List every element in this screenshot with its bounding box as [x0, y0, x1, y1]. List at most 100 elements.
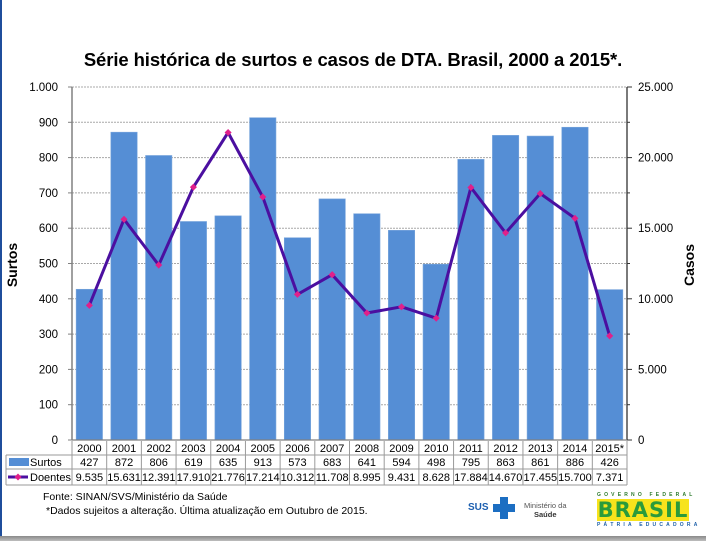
table-surtos-2006: 573 — [288, 457, 306, 469]
table-doentes-2010: 8.628 — [422, 472, 450, 484]
table-surtos-2003: 619 — [184, 457, 202, 469]
table-year-2011: 2011 — [459, 443, 483, 455]
bar-2010 — [422, 263, 450, 441]
table-surtos-2009: 594 — [392, 457, 410, 469]
bar-2012 — [492, 135, 520, 441]
table-year-2007: 2007 — [320, 443, 344, 455]
table-year-2006: 2006 — [285, 443, 309, 455]
table-doentes-2002: 12.391 — [142, 472, 176, 484]
table-year-2004: 2004 — [216, 443, 240, 455]
doentes-marker-2008 — [363, 309, 371, 317]
chart-title: Série histórica de surtos e casos de DTA… — [83, 49, 623, 70]
table-surtos-2014: 886 — [566, 457, 584, 469]
table-surtos-2004: 635 — [219, 457, 237, 469]
doentes-marker-2002 — [155, 261, 163, 269]
table-year-2000: 2000 — [77, 443, 101, 455]
table-surtos-2015*: 426 — [600, 457, 618, 469]
table-year-2005: 2005 — [251, 443, 275, 455]
doentes-marker-2005 — [259, 193, 267, 201]
doentes-marker-2003 — [189, 183, 197, 191]
update-note: *Dados sujeitos a alteração. Última atua… — [46, 505, 368, 517]
right-axis-ticks: 0 5.000 10.000 15.000 20.000 25.000 — [627, 82, 673, 447]
table-doentes-2005: 17.214 — [246, 472, 280, 484]
table-doentes-2015*: 7.371 — [596, 472, 624, 484]
logos: SUS Ministério da Saúde GOVERNO FEDERAL … — [462, 492, 701, 532]
bar-2000 — [75, 288, 103, 441]
doentes-marker-2010 — [432, 314, 440, 322]
table-doentes-2000: 9.535 — [76, 472, 104, 484]
table-surtos-2012: 863 — [496, 457, 514, 469]
right-tick-label: 20.000 — [638, 153, 673, 165]
left-tick-label: 100 — [39, 400, 58, 412]
bar-2009 — [388, 230, 416, 441]
table-year-2010: 2010 — [424, 443, 448, 455]
doentes-marker-2000 — [85, 301, 93, 309]
bar-2007 — [318, 198, 346, 441]
ministerio-logo: Ministério da Saúde — [524, 501, 567, 519]
gov-top-text: GOVERNO FEDERAL — [597, 492, 696, 498]
table-year-2003: 2003 — [181, 443, 205, 455]
data-table: Surtos Doentes 2000 427 9.535 2001 872 15.631 20… — [5, 441, 628, 486]
right-tick-label: 0 — [638, 435, 644, 447]
right-axis-title: Casos — [681, 244, 697, 286]
table-doentes-2011: 17.884 — [454, 472, 488, 484]
sus-logo-text: SUS — [468, 502, 489, 513]
doentes-marker-2011 — [467, 183, 475, 192]
governo-federal-logo: GOVERNO FEDERAL BRASIL PÁTRIA EDUCADORA — [597, 492, 701, 528]
table-year-2013: 2013 — [528, 443, 552, 455]
table-year-2012: 2012 — [493, 443, 517, 455]
legend-surtos-swatch — [9, 458, 29, 466]
left-tick-label: 1.000 — [29, 82, 58, 94]
bar-2005 — [249, 117, 277, 441]
right-tick-label: 25.000 — [638, 82, 673, 94]
doentes-marker-2009 — [397, 303, 406, 311]
page-left-border — [0, 0, 2, 536]
left-axis-title: Surtos — [4, 243, 20, 288]
table-surtos-2008: 641 — [358, 457, 376, 469]
table-doentes-2013: 17.455 — [523, 472, 557, 484]
bar-2013 — [526, 135, 554, 441]
page-bottom-shadow — [0, 536, 706, 541]
table-year-2008: 2008 — [355, 443, 379, 455]
right-tick-label: 15.000 — [638, 223, 673, 235]
left-tick-label: 200 — [39, 364, 58, 376]
table-doentes-2009: 9.431 — [388, 472, 416, 484]
left-axis-ticks: 0 100 200 300 400 500 600 700 800 900 1.000 — [29, 82, 72, 447]
doentes-marker-2004 — [224, 128, 232, 137]
right-tick-label: 10.000 — [638, 294, 673, 306]
doentes-marker-2001 — [120, 215, 128, 223]
left-tick-label: 800 — [39, 153, 58, 165]
table-doentes-2003: 17.910 — [177, 472, 211, 484]
table-doentes-2001: 15.631 — [107, 472, 141, 484]
right-tick-label: 5.000 — [638, 364, 667, 376]
table-surtos-2005: 913 — [254, 457, 272, 469]
table-year-2014: 2014 — [563, 443, 587, 455]
table-year-2015*: 2015* — [595, 443, 624, 455]
doentes-marker-2012 — [502, 229, 510, 237]
left-tick-label: 500 — [39, 259, 58, 271]
bar-2003 — [179, 221, 207, 441]
doentes-marker-2007 — [328, 271, 336, 279]
doentes-marker-2013 — [536, 189, 544, 198]
doentes-line — [87, 129, 612, 337]
left-tick-label: 900 — [39, 117, 58, 129]
sus-cross-icon — [493, 497, 515, 519]
bar-2004 — [214, 215, 242, 441]
doentes-marker-2014 — [571, 214, 579, 222]
source-note: Fonte: SINAN/SVS/Ministério da Saúde — [43, 491, 228, 503]
doentes-marker-2006 — [293, 290, 302, 298]
legend-surtos-label: Surtos — [30, 457, 62, 469]
table-doentes-2008: 8.995 — [353, 472, 381, 484]
line-series-doentes — [85, 128, 614, 340]
bar-2015* — [596, 289, 624, 441]
table-year-2002: 2002 — [146, 443, 170, 455]
left-tick-label: 300 — [39, 329, 58, 341]
table-surtos-2011: 795 — [462, 457, 480, 469]
table-year-2001: 2001 — [112, 443, 136, 455]
table-surtos-2002: 806 — [150, 457, 168, 469]
doentes-marker-2015* — [606, 332, 614, 340]
left-tick-label: 700 — [39, 188, 58, 200]
table-year-2009: 2009 — [389, 443, 413, 455]
gov-bottom-text: PÁTRIA EDUCADORA — [597, 522, 701, 528]
